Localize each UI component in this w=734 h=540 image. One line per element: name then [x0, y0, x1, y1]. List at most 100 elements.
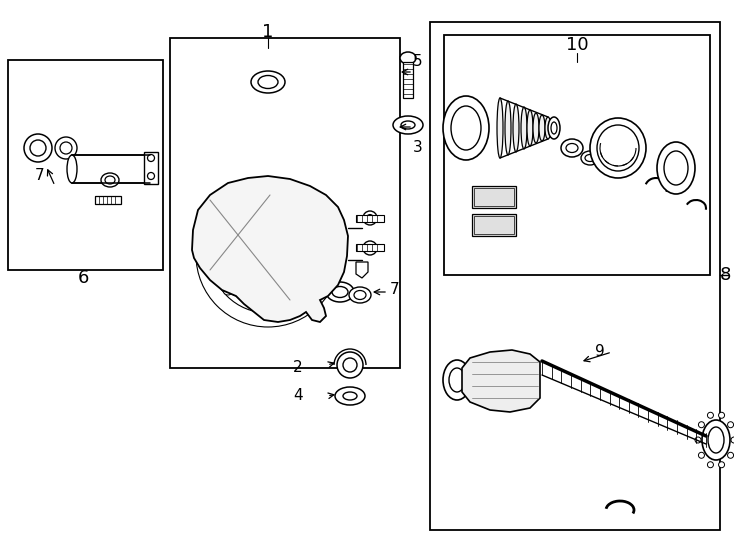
Text: 7: 7 [35, 167, 45, 183]
Ellipse shape [449, 368, 465, 392]
Text: 8: 8 [719, 266, 730, 284]
Text: 3: 3 [413, 140, 423, 156]
Text: 5: 5 [413, 55, 423, 70]
Circle shape [699, 422, 705, 428]
Ellipse shape [400, 52, 416, 64]
Ellipse shape [539, 115, 545, 141]
Ellipse shape [326, 282, 354, 302]
Ellipse shape [366, 214, 374, 221]
Circle shape [216, 257, 225, 267]
Ellipse shape [581, 151, 599, 165]
Ellipse shape [148, 154, 154, 161]
Polygon shape [356, 262, 368, 278]
Ellipse shape [30, 140, 46, 156]
Ellipse shape [590, 118, 646, 178]
Ellipse shape [55, 137, 77, 159]
Circle shape [708, 462, 713, 468]
Bar [474, 188, 514, 206]
Circle shape [248, 204, 258, 214]
Ellipse shape [566, 144, 578, 152]
Circle shape [223, 285, 233, 295]
Ellipse shape [533, 113, 539, 143]
Ellipse shape [551, 122, 557, 134]
Bar [95, 196, 121, 204]
Circle shape [727, 422, 733, 428]
Bar [472, 186, 516, 208]
Ellipse shape [363, 241, 377, 255]
Ellipse shape [451, 106, 481, 150]
Ellipse shape [585, 154, 595, 161]
Ellipse shape [548, 117, 560, 139]
Ellipse shape [527, 110, 533, 146]
Text: 6: 6 [77, 269, 89, 287]
Circle shape [699, 453, 705, 458]
Bar [472, 214, 516, 236]
Ellipse shape [343, 358, 357, 372]
Ellipse shape [561, 139, 583, 157]
Text: 4: 4 [293, 388, 303, 403]
Ellipse shape [657, 142, 695, 194]
Circle shape [215, 223, 225, 233]
Ellipse shape [145, 155, 155, 183]
Polygon shape [462, 350, 540, 412]
Ellipse shape [105, 176, 115, 184]
Ellipse shape [702, 420, 730, 460]
Text: 7: 7 [390, 282, 400, 298]
Circle shape [293, 288, 303, 298]
Bar [8, 60, 163, 270]
Ellipse shape [521, 107, 527, 149]
Polygon shape [192, 176, 348, 322]
Circle shape [305, 228, 316, 238]
Ellipse shape [258, 76, 278, 89]
Ellipse shape [505, 101, 511, 155]
Circle shape [222, 225, 232, 234]
Circle shape [708, 412, 713, 418]
Ellipse shape [67, 155, 77, 183]
Circle shape [281, 206, 291, 215]
Ellipse shape [366, 245, 374, 252]
Circle shape [695, 437, 701, 443]
Ellipse shape [443, 96, 489, 160]
Bar [144, 152, 158, 184]
Ellipse shape [490, 364, 520, 400]
Bar [430, 22, 720, 530]
Ellipse shape [335, 387, 365, 405]
Ellipse shape [24, 134, 52, 162]
Ellipse shape [664, 151, 688, 185]
Ellipse shape [251, 71, 285, 93]
Ellipse shape [343, 392, 357, 400]
Ellipse shape [443, 360, 471, 400]
Circle shape [731, 437, 734, 443]
Ellipse shape [148, 172, 154, 179]
Ellipse shape [393, 116, 423, 134]
Circle shape [261, 298, 272, 308]
Ellipse shape [363, 211, 377, 225]
Bar [356, 215, 384, 222]
Bar [72, 155, 150, 183]
Text: 10: 10 [566, 36, 589, 54]
Bar [403, 62, 413, 98]
Ellipse shape [513, 104, 519, 152]
Text: 9: 9 [595, 345, 605, 360]
Bar [356, 244, 384, 251]
Bar [474, 216, 514, 234]
Text: 2: 2 [293, 361, 303, 375]
Ellipse shape [597, 125, 639, 171]
Circle shape [225, 265, 235, 275]
Ellipse shape [401, 121, 415, 129]
Ellipse shape [60, 142, 72, 154]
Ellipse shape [545, 117, 551, 139]
Circle shape [310, 260, 320, 269]
Ellipse shape [349, 287, 371, 303]
Circle shape [727, 453, 733, 458]
Ellipse shape [497, 98, 503, 158]
Ellipse shape [101, 173, 119, 187]
Ellipse shape [332, 287, 348, 298]
Circle shape [231, 286, 241, 296]
Bar [170, 38, 400, 368]
Ellipse shape [337, 352, 363, 378]
Text: 1: 1 [262, 23, 274, 41]
Bar [444, 35, 710, 275]
Ellipse shape [708, 427, 724, 453]
Circle shape [719, 462, 724, 468]
